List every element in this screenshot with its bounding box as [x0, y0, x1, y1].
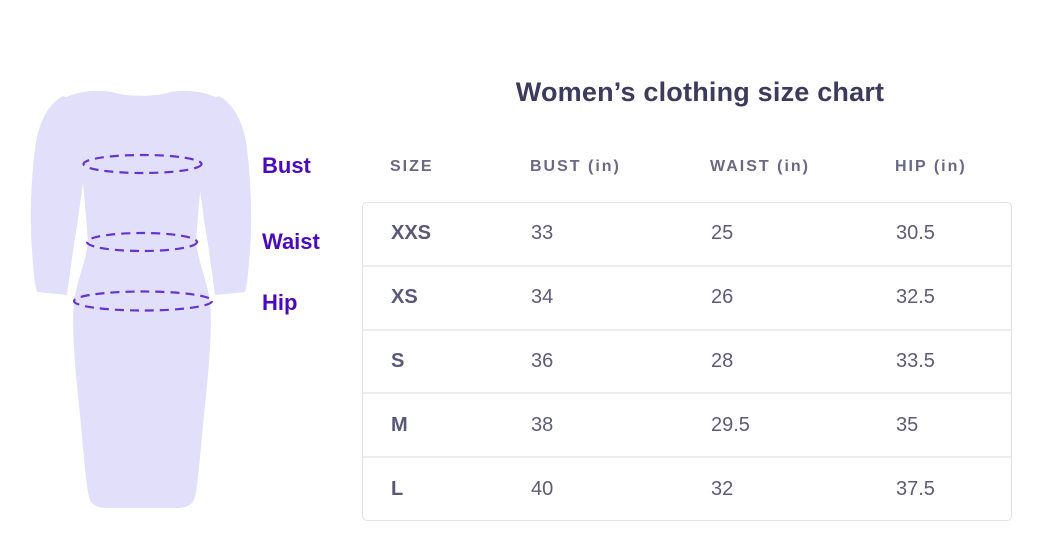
waist-cell: 26 — [711, 286, 734, 309]
bust-cell: 36 — [531, 349, 554, 372]
column-header-bust: BUST (in) — [530, 158, 621, 175]
waist-label: Waist — [262, 229, 320, 254]
size-cell: S — [391, 349, 405, 372]
table-row: XXS 33 25 30.5 — [363, 203, 1011, 265]
bust-cell: 40 — [531, 477, 554, 500]
bust-cell: 34 — [531, 286, 554, 309]
table-row: M 38 29.5 35 — [363, 392, 1011, 456]
size-cell: L — [391, 477, 404, 500]
dress-body — [55, 90, 227, 508]
page-title: Women’s clothing size chart — [515, 77, 885, 107]
table-row: L 40 32 37.5 — [363, 456, 1011, 520]
hip-cell: 33.5 — [896, 349, 935, 372]
size-cell: XXS — [391, 222, 432, 245]
table-header-row: SIZE BUST (in) WAIST (in) HIP (in) — [362, 158, 1012, 176]
waist-measurement-line — [85, 231, 199, 253]
waist-cell: 32 — [711, 477, 734, 500]
hip-cell: 30.5 — [896, 222, 935, 245]
waist-cell: 25 — [711, 222, 734, 245]
size-cell: XS — [391, 286, 418, 309]
bust-label: Bust — [262, 153, 311, 178]
bust-cell: 33 — [531, 222, 554, 245]
column-header-size: SIZE — [390, 158, 434, 175]
bust-measurement-line — [82, 153, 203, 175]
dress-illustration — [30, 90, 252, 508]
column-header-waist: WAIST (in) — [710, 158, 810, 175]
hip-cell: 32.5 — [896, 286, 935, 309]
hip-label: Hip — [262, 290, 298, 315]
size-cell: M — [391, 413, 408, 436]
hip-cell: 35 — [896, 413, 919, 436]
waist-cell: 29.5 — [711, 413, 750, 436]
size-table: XXS 33 25 30.5 XS 34 26 32.5 S 36 28 33.… — [362, 202, 1012, 521]
waist-cell: 28 — [711, 349, 734, 372]
hip-measurement-line — [72, 290, 214, 312]
bust-cell: 38 — [531, 413, 554, 436]
column-header-hip: HIP (in) — [895, 158, 967, 175]
table-row: S 36 28 33.5 — [363, 328, 1011, 393]
table-row: XS 34 26 32.5 — [363, 264, 1011, 329]
hip-cell: 37.5 — [896, 477, 935, 500]
